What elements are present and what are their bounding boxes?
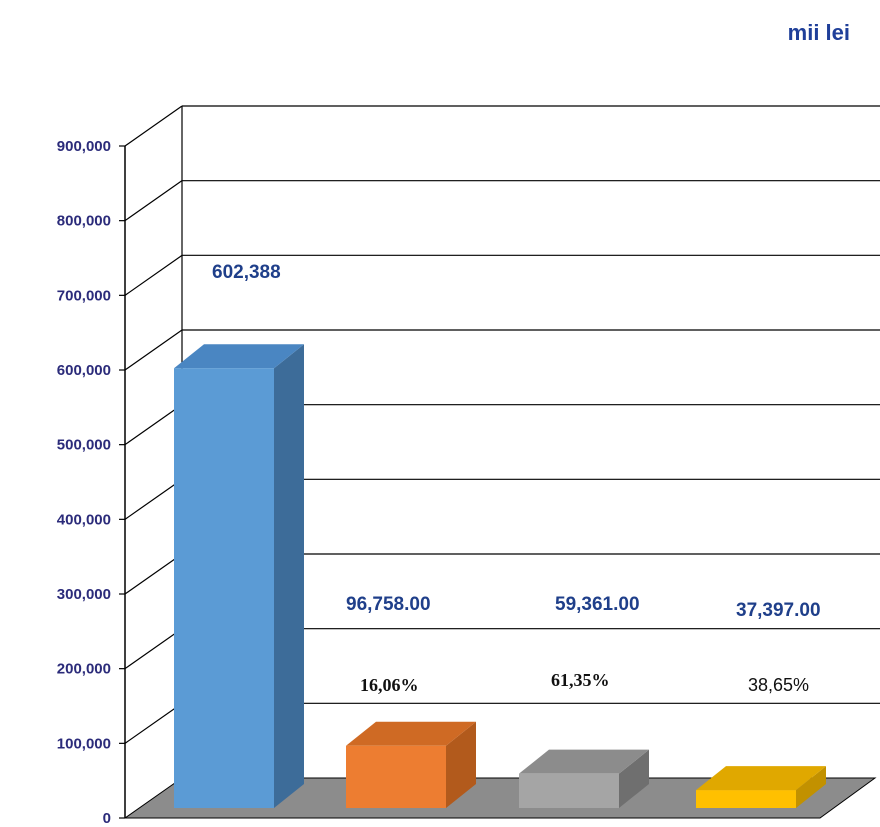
gridline-side [124, 628, 183, 670]
y-tick-label: 100,000 [57, 735, 111, 752]
floor-layer [123, 777, 877, 819]
y-axis: 0 100,000 200,000 300,000 400,000 500,000 600,… [57, 138, 126, 827]
bars-layer [174, 344, 826, 808]
labels-layer: 602,388 96,758.00 59,361.00 37,397.00 16,06%… [212, 262, 821, 695]
data-label-percent: 16,06% [360, 675, 419, 695]
bar-side [274, 344, 304, 808]
bar-front [174, 368, 274, 808]
gridline-side [124, 404, 183, 446]
y-tick-label: 0 [103, 810, 111, 827]
y-tick-label: 800,000 [57, 213, 111, 230]
gridline-side [124, 553, 183, 595]
unit-label: mii lei [788, 20, 850, 45]
data-label-value: 37,397.00 [736, 600, 821, 621]
data-label-percent: 38,65% [748, 675, 809, 695]
gridline-side [124, 702, 183, 744]
bar-top [346, 721, 476, 746]
bar-front [696, 790, 796, 808]
y-tick-label: 900,000 [57, 138, 111, 155]
data-label-percent: 61,35% [551, 670, 610, 690]
bar [519, 749, 649, 808]
y-tick-label: 600,000 [57, 362, 111, 379]
bar-front [519, 773, 619, 808]
bar-top [696, 766, 826, 791]
gridline-side [124, 180, 183, 222]
gridline-side [124, 329, 183, 371]
bar-top [519, 749, 649, 774]
data-label-value: 59,361.00 [555, 594, 640, 615]
bar [346, 721, 476, 808]
gridline-side [124, 478, 183, 520]
gridline-side [124, 254, 183, 296]
chart-floor [123, 777, 877, 819]
bar-side [796, 766, 826, 808]
y-tick-label: 500,000 [57, 437, 111, 454]
bar-front [346, 745, 446, 808]
y-tick-label: 300,000 [57, 586, 111, 603]
bar-side [619, 749, 649, 808]
bar [696, 766, 826, 808]
bar-top [174, 344, 304, 369]
y-tick-label: 700,000 [57, 287, 111, 304]
data-label-value: 602,388 [212, 262, 281, 283]
gridline-side [124, 105, 183, 147]
y-tick-label: 200,000 [57, 661, 111, 678]
data-label-value: 96,758.00 [346, 594, 431, 615]
bar-side [446, 721, 476, 808]
y-tick-label: 400,000 [57, 511, 111, 528]
bar [174, 344, 304, 808]
